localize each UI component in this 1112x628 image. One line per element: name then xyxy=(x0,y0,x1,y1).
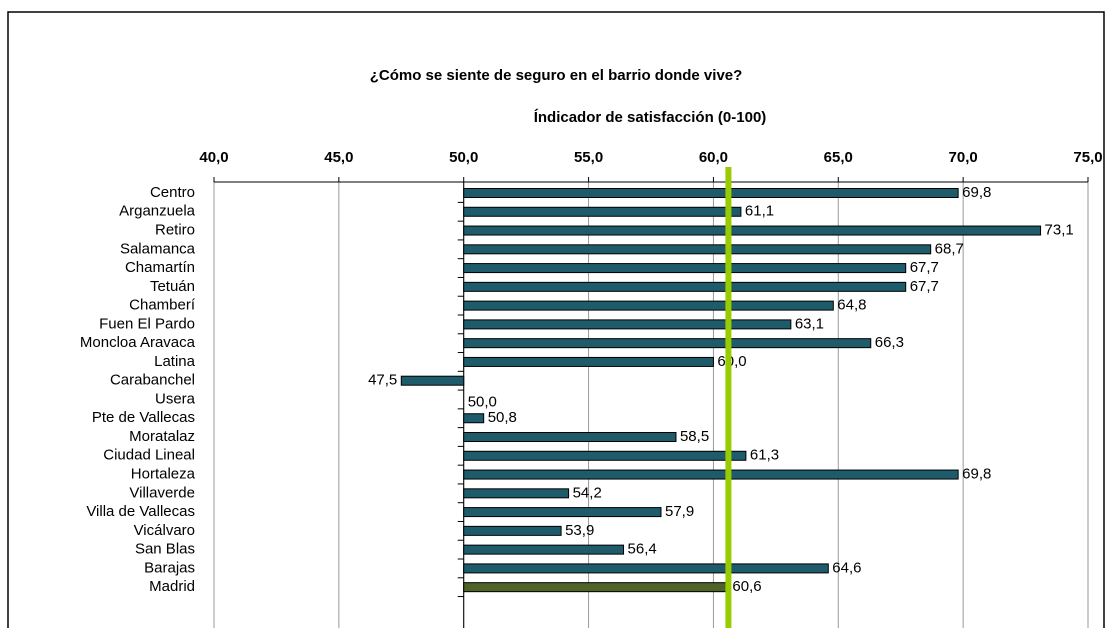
x-tick-label: 50,0 xyxy=(449,149,478,166)
value-label: 54,2 xyxy=(573,484,602,501)
value-label: 47,5 xyxy=(368,372,397,389)
bar xyxy=(463,225,1042,236)
x-tick-label: 40,0 xyxy=(199,149,228,166)
bar xyxy=(463,488,570,499)
x-tick-label: 60,0 xyxy=(699,149,728,166)
bar xyxy=(463,300,834,311)
x-axis-title: Índicador de satisfacción (0-100) xyxy=(534,109,767,126)
x-tick-label: 55,0 xyxy=(574,149,603,166)
value-label: 61,3 xyxy=(750,447,779,464)
y-tick-label: Chamartín xyxy=(125,259,195,276)
y-tick-label: Barajas xyxy=(144,559,195,576)
value-label: 60,0 xyxy=(717,353,746,370)
bar xyxy=(463,563,829,574)
y-tick-label: Salamanca xyxy=(120,240,196,257)
value-label: 57,9 xyxy=(665,503,694,520)
value-label: 50,0 xyxy=(468,393,497,410)
y-tick-label: Retiro xyxy=(155,222,195,239)
value-label: 66,3 xyxy=(875,334,904,351)
y-tick-label: Vicálvaro xyxy=(134,522,195,539)
y-tick-label: Madrid xyxy=(149,578,195,595)
bar xyxy=(463,469,959,480)
bar xyxy=(463,188,959,198)
value-label: 53,9 xyxy=(565,522,594,539)
y-tick-label: Villaverde xyxy=(129,484,195,501)
bar xyxy=(463,450,747,461)
bar xyxy=(463,263,907,274)
y-tick-label: Moncloa Aravaca xyxy=(80,334,196,351)
value-label: 73,1 xyxy=(1045,222,1074,239)
value-label: 67,7 xyxy=(910,278,939,295)
y-tick-label: Centro xyxy=(150,184,195,201)
bar xyxy=(463,432,677,443)
value-label: 63,1 xyxy=(795,315,824,332)
y-tick-label: Villa de Vallecas xyxy=(86,503,195,520)
bar xyxy=(463,507,662,518)
bar xyxy=(463,525,562,536)
value-label: 67,7 xyxy=(910,259,939,276)
value-label: 50,8 xyxy=(488,409,517,426)
value-label: 58,5 xyxy=(680,428,709,445)
x-tick-label: 70,0 xyxy=(949,149,978,166)
bar xyxy=(463,206,742,217)
y-tick-label: Ciudad Lineal xyxy=(103,447,195,464)
chart-title: ¿Cómo se siente de seguro en el barrio d… xyxy=(370,67,743,84)
bar xyxy=(463,244,932,255)
bar xyxy=(463,281,907,292)
value-label: 68,7 xyxy=(935,240,964,257)
bar xyxy=(463,544,625,555)
bar xyxy=(463,356,714,367)
value-label: 64,8 xyxy=(837,297,866,314)
x-tick-label: 75,0 xyxy=(1073,149,1102,166)
value-label: 61,1 xyxy=(745,203,774,220)
value-label: 64,6 xyxy=(832,559,861,576)
y-tick-label: Tetuán xyxy=(150,278,195,295)
y-tick-label: Chamberí xyxy=(129,297,196,314)
bar xyxy=(463,319,792,330)
value-label: 56,4 xyxy=(628,541,657,558)
x-tick-label: 45,0 xyxy=(324,149,353,166)
x-tick-label: 65,0 xyxy=(824,149,853,166)
bar xyxy=(463,582,729,593)
value-label: 69,8 xyxy=(962,184,991,201)
value-label: 60,6 xyxy=(732,578,761,595)
y-tick-label: San Blas xyxy=(135,541,195,558)
value-label: 69,8 xyxy=(962,466,991,483)
y-tick-label: Moratalaz xyxy=(129,428,195,445)
y-tick-label: Hortaleza xyxy=(131,466,196,483)
y-tick-label: Latina xyxy=(154,353,196,370)
bar xyxy=(463,338,872,349)
y-tick-label: Pte de Vallecas xyxy=(92,409,195,426)
y-tick-label: Arganzuela xyxy=(119,203,196,220)
y-tick-label: Usera xyxy=(155,390,196,407)
y-tick-label: Carabanchel xyxy=(110,372,195,389)
bar xyxy=(400,375,465,386)
bar xyxy=(463,413,485,424)
y-tick-label: Fuen El Pardo xyxy=(99,315,195,332)
